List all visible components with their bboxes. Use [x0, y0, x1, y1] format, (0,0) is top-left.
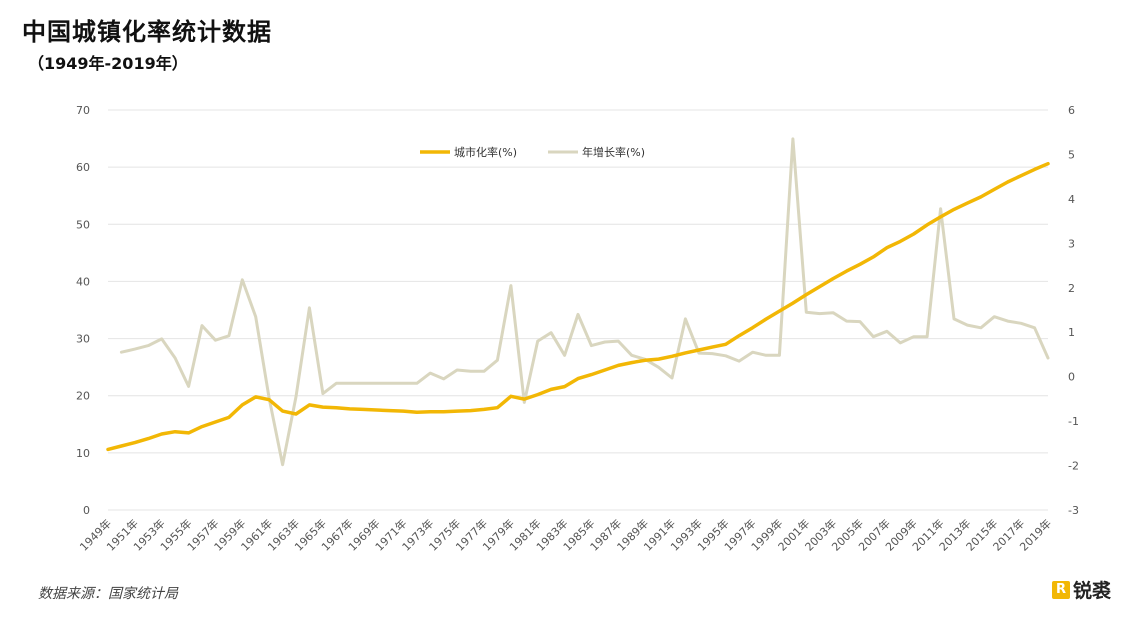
- y-right-tick-label: -2: [1068, 460, 1079, 473]
- y-right-tick-label: 1: [1068, 326, 1075, 339]
- y-left-tick-label: 50: [76, 218, 90, 231]
- y-right-tick-label: 3: [1068, 237, 1075, 250]
- y-right-tick-label: 6: [1068, 104, 1075, 117]
- data-source-note: 数据来源：国家统计局: [38, 586, 178, 602]
- chart-title: 中国城镇化率统计数据: [22, 18, 272, 46]
- y-left-tick-label: 0: [83, 504, 90, 517]
- legend-label-growth: 年增长率(%): [582, 145, 645, 159]
- y-right-tick-label: 4: [1068, 193, 1075, 206]
- y-right-tick-label: 5: [1068, 148, 1075, 161]
- y-right-tick-label: 2: [1068, 282, 1075, 295]
- brand-name: 锐裘: [1073, 580, 1112, 602]
- chart-subtitle: （1949年-2019年）: [28, 54, 188, 73]
- annual-growth-line: [119, 137, 1050, 467]
- y-left-tick-label: 40: [76, 275, 90, 288]
- y-left-tick-label: 70: [76, 104, 90, 117]
- y-left-tick-label: 30: [76, 333, 90, 346]
- y-left-tick-label: 20: [76, 390, 90, 403]
- y-right-tick-label: 0: [1068, 371, 1075, 384]
- legend-label-urbanization: 城市化率(%): [454, 145, 517, 159]
- y-left-tick-label: 10: [76, 447, 90, 460]
- y-right-tick-label: -3: [1068, 504, 1079, 517]
- brand-logo: R 锐裘: [1052, 576, 1111, 603]
- y-left-tick-label: 60: [76, 161, 90, 174]
- y-right-tick-label: -1: [1068, 415, 1079, 428]
- brand-logo-icon: R: [1052, 580, 1070, 599]
- urbanization-rate-line: [106, 161, 1050, 452]
